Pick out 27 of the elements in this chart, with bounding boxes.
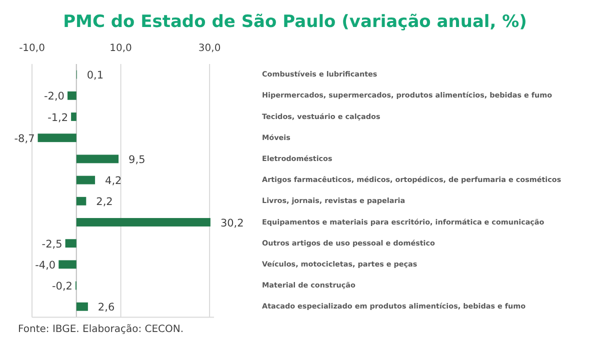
bar [65,239,76,248]
data-label: -8,7 [14,132,35,145]
data-label: 0,1 [86,70,104,82]
data-label: 4,2 [105,175,122,188]
text: PMC do Estado de São Paulo (variação anual, %) [63,12,527,32]
data-label: -0,2 [52,280,72,293]
bar [76,196,86,206]
data-label: -2,0 [44,90,65,103]
bar [76,302,88,311]
data-label: -2,5 [42,238,62,250]
data-label: 9,5 [128,154,146,166]
x-tick-label: 10,0 [110,43,132,54]
bar [58,260,76,269]
data-label: 2,2 [96,196,113,208]
bar [38,134,76,142]
bar [71,112,76,121]
data-label: 30,2 [220,217,244,230]
bar [76,218,210,226]
data-label: -1,2 [48,112,68,124]
bar [76,154,119,164]
data-label: -4,0 [35,259,56,272]
x-tick-label: -10,0 [19,43,45,54]
bar [68,91,76,100]
source-note: Fonte: IBGE. Elaboração: CECON. [18,324,184,335]
bar [76,176,96,184]
x-tick-label: 30,0 [198,43,221,54]
data-label: 2,6 [98,302,115,314]
